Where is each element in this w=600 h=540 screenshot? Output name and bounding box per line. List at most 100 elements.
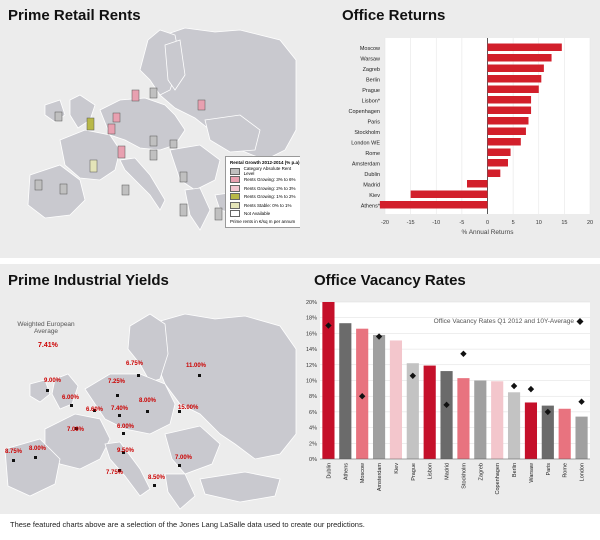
returns-category-label: Moscow — [360, 46, 380, 52]
industrial-label: 7.40% — [111, 406, 129, 412]
industrial-dot — [46, 389, 49, 392]
vacancy-avg-marker — [544, 408, 552, 416]
returns-category-label: Copenhagen — [348, 109, 380, 115]
industrial-label: 8.00% — [29, 446, 47, 452]
vacancy-category-label: London — [580, 463, 586, 481]
returns-category-label: Berlin — [366, 77, 380, 83]
industrial-yields-panel: Prime Industrial Yields — [0, 264, 300, 514]
industrial-dot — [75, 427, 78, 430]
vacancy-avg-marker — [375, 333, 383, 340]
returns-tick-label: -10 — [432, 220, 440, 226]
vacancy-avg-marker — [460, 350, 467, 358]
industrial-label: 9.50% — [117, 448, 135, 454]
retail-bar-prague — [149, 149, 158, 161]
office-vacancy-title: Office Vacancy Rates — [314, 272, 466, 289]
returns-category-label: Lisbon* — [362, 98, 381, 104]
industrial-label: 11.00% — [186, 363, 207, 369]
retail-bar-copenhagen — [112, 112, 121, 123]
industrial-dot — [146, 410, 149, 413]
returns-tick-label: 5 — [512, 220, 515, 226]
returns-bar — [487, 127, 526, 135]
vacancy-bar — [474, 380, 487, 459]
returns-category-label: Madrid — [363, 182, 380, 188]
returns-category-label: Prague — [362, 88, 380, 94]
industrial-label: 9.00% — [44, 378, 62, 384]
returns-bar — [487, 106, 532, 114]
vacancy-category-label: Paris — [546, 463, 552, 476]
returns-tick-label: -20 — [381, 220, 389, 226]
retail-bar-warsaw — [169, 139, 178, 149]
vacancy-bar — [457, 378, 470, 459]
vacancy-bar — [575, 416, 588, 459]
vacancy-bar — [558, 408, 571, 459]
industrial-label: 6.75% — [126, 361, 144, 367]
vacancy-tick-label: 16% — [306, 331, 317, 337]
returns-bar — [487, 169, 501, 177]
returns-bar — [487, 75, 542, 83]
office-returns-chart: Moscow Warsaw Zagreb Berlin Prague Lisbon* Cop… — [348, 38, 593, 236]
legend-row: Not Available — [230, 210, 300, 219]
industrial-dot — [122, 451, 125, 454]
vacancy-bar — [491, 381, 504, 459]
industrial-label: 7.00% — [175, 455, 193, 461]
footer-note: These featured charts above are a select… — [10, 520, 365, 529]
retail-legend: Rental Growth 2012-2014 (% p.a) Category… — [225, 156, 305, 228]
returns-category-label: Rome — [365, 151, 380, 157]
office-returns-title: Office Returns — [342, 7, 446, 24]
vacancy-category-label: Copenhagen — [495, 463, 501, 495]
industrial-dot — [34, 456, 37, 459]
returns-tick-label: -15 — [407, 220, 415, 226]
vacancy-bar — [507, 392, 521, 459]
vacancy-avg-marker — [443, 401, 450, 409]
vacancy-category-label: Rome — [563, 463, 569, 478]
industrial-label: 7.25% — [108, 379, 126, 385]
vacancy-bar — [423, 365, 436, 459]
returns-category-label: Dublin — [364, 172, 380, 178]
vacancy-bar — [524, 402, 538, 459]
returns-category-label: Warsaw — [360, 56, 380, 62]
returns-bar — [487, 138, 521, 146]
industrial-dot — [93, 409, 96, 412]
industrial-label: 8.75% — [5, 449, 23, 455]
vacancy-category-label: Moscow — [360, 463, 366, 483]
vacancy-bar — [339, 323, 352, 459]
returns-category-label: Kiev — [369, 193, 380, 199]
vacancy-legend-marker — [576, 318, 584, 325]
returns-tick-label: 15 — [561, 220, 567, 226]
industrial-avg-line2: Average — [33, 328, 59, 335]
vacancy-avg-marker — [358, 393, 366, 400]
returns-tick-label: -5 — [459, 220, 464, 226]
legend-row: Rents Stable: 0% to 1% — [230, 201, 300, 210]
vacancy-category-label: Berlin — [512, 463, 518, 477]
returns-category-label: Zagreb — [363, 67, 380, 73]
legend-row: Category Absolute Rent Level — [230, 166, 300, 176]
returns-tick-label: 0 — [486, 220, 489, 226]
vacancy-tick-label: 12% — [306, 363, 317, 369]
retail-bar-amsterdam — [107, 123, 116, 135]
retail-rents-title: Prime Retail Rents — [8, 7, 141, 24]
returns-bar — [487, 64, 544, 72]
vacancy-avg-marker — [578, 398, 585, 405]
vacancy-category-label: Warsaw — [529, 463, 535, 483]
returns-bar — [410, 190, 488, 198]
office-returns-panel: Office Returns Moscow Warsaw Zagreb Berlin P… — [300, 0, 600, 258]
vacancy-bar — [322, 302, 335, 459]
vacancy-category-label: Prague — [411, 463, 417, 481]
retail-bar-athens — [179, 203, 188, 217]
office-vacancy-panel: Office Vacancy Rates 0% 2% 4% 6% 8% 10% 12% 14%… — [300, 264, 600, 514]
retail-bar-istanbul — [214, 207, 223, 221]
industrial-label: 7.00% — [67, 427, 85, 433]
industrial-avg-label: Weighted European Average — [16, 321, 76, 335]
vacancy-tick-label: 14% — [306, 347, 317, 353]
vacancy-category-label: Kiev — [394, 463, 400, 474]
industrial-label: 6.60% — [86, 407, 104, 413]
returns-category-label: Amsterdam — [352, 161, 381, 167]
retail-bar-stockholm — [149, 87, 158, 99]
vacancy-tick-label: 20% — [306, 300, 317, 306]
retail-bar-rome — [121, 184, 130, 196]
returns-bar — [379, 201, 488, 209]
industrial-label: 15.00% — [178, 405, 199, 411]
industrial-dot — [70, 404, 73, 407]
retail-bar-london — [86, 117, 95, 131]
vacancy-category-label: Lisbon — [428, 463, 434, 479]
